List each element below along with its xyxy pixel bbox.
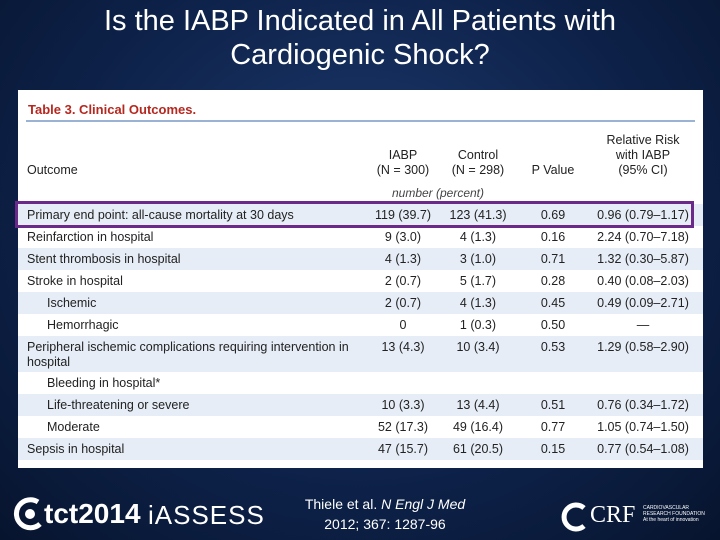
logo-sub-line: CARDIOVASCULAR <box>643 505 690 511</box>
cell: 1.29 (0.58–2.90) <box>597 340 689 354</box>
cell: 0 <box>399 318 407 332</box>
header-line: (95% CI) <box>618 163 668 177</box>
cell: 0.69 <box>540 208 566 222</box>
crf-icon <box>561 502 586 532</box>
header-line: Control <box>457 148 499 162</box>
cell: 0.40 (0.08–2.03) <box>597 274 689 288</box>
table-row: Peripheral ischemic complications requir… <box>18 336 703 372</box>
row-label: Stent thrombosis in hospital <box>27 252 181 266</box>
cell: 9 (3.0) <box>384 230 422 244</box>
cell: 0.76 (0.34–1.72) <box>597 398 689 412</box>
logo-text: CRF <box>590 502 636 528</box>
unit-note: number (percent) <box>391 186 485 200</box>
cell: 0.50 <box>540 318 566 332</box>
cell: 10 (3.4) <box>456 340 500 354</box>
table-row: Moderate 52 (17.3) 49 (16.4) 0.77 1.05 (0.74… <box>18 416 703 438</box>
cell: 0.15 <box>540 442 566 456</box>
cell: 47 (15.7) <box>377 442 429 456</box>
cell: 5 (1.7) <box>459 274 497 288</box>
header-line: with IABP <box>615 148 671 162</box>
cell: 13 (4.3) <box>381 340 425 354</box>
table-row: Reinfarction in hospital 9 (3.0) 4 (1.3) 0.… <box>18 226 703 248</box>
column-header: IABP (N = 300) <box>363 148 443 178</box>
cell: 0.16 <box>540 230 566 244</box>
highlight-box <box>15 201 694 228</box>
table-row: Life-threatening or severe 10 (3.3) 13 (4.… <box>18 394 703 416</box>
table-row: Stent thrombosis in hospital 4 (1.3) 3 (1.… <box>18 248 703 270</box>
row-label: Reinfarction in hospital <box>27 230 154 244</box>
table-row: Bleeding in hospital* <box>18 372 703 394</box>
logo-text: tct2014 <box>44 498 141 529</box>
header-line: Outcome <box>27 163 78 177</box>
cell: 0.96 (0.79–1.17) <box>597 208 689 222</box>
header-line: (N = 298) <box>451 163 505 177</box>
logo-sub-line: RESEARCH FOUNDATION <box>643 511 705 517</box>
cell: 49 (16.4) <box>452 420 504 434</box>
table-caption: Table 3. Clinical Outcomes. <box>28 102 197 117</box>
logo-text: iASSESS <box>148 500 265 530</box>
cell: 2 (0.7) <box>384 274 422 288</box>
cell: 123 (41.3) <box>449 208 507 222</box>
cell: 1 (0.3) <box>459 318 497 332</box>
cell: 0.53 <box>540 340 566 354</box>
row-label: Peripheral ischemic complications requir… <box>27 340 349 369</box>
citation: Thiele et al. N Engl J Med 2012; 367: 12… <box>240 494 530 534</box>
header-line: IABP <box>388 148 418 162</box>
cell: 1.05 (0.74–1.50) <box>597 420 689 434</box>
cell: 61 (20.5) <box>452 442 504 456</box>
column-header: Relative Risk with IABP (95% CI) <box>588 133 698 178</box>
cell: 4 (1.3) <box>459 296 497 310</box>
cell: 52 (17.3) <box>377 420 429 434</box>
cell: 2.24 (0.70–7.18) <box>597 230 689 244</box>
header-line: P Value <box>531 163 575 177</box>
cell: 0.28 <box>540 274 566 288</box>
title-line: Is the IABP Indicated in All Patients wi… <box>103 5 617 37</box>
cell: 0.49 (0.09–2.71) <box>597 296 689 310</box>
logo-sub-line: At the heart of innovation <box>643 517 699 523</box>
cell: 119 (39.7) <box>374 208 432 222</box>
row-label: Hemorrhagic <box>47 318 119 332</box>
cell: 0.51 <box>540 398 566 412</box>
column-header: P Value <box>518 163 588 178</box>
row-label: Life-threatening or severe <box>47 398 190 412</box>
cell: 2 (0.7) <box>384 296 422 310</box>
header-line: Relative Risk <box>606 133 680 147</box>
cell: 1.32 (0.30–5.87) <box>597 252 689 266</box>
citation-ref: 2012; 367: 1287-96 <box>324 516 446 532</box>
logo-sub: CARDIOVASCULAR RESEARCH FOUNDATION At th… <box>643 505 705 523</box>
row-label: Primary end point: all-cause mortality a… <box>27 208 294 222</box>
row-label: Ischemic <box>47 296 97 310</box>
title-line: Cardiogenic Shock? <box>230 39 490 71</box>
cell: 0.77 <box>540 420 566 434</box>
cell: 3 (1.0) <box>459 252 497 266</box>
cell: — <box>636 318 650 332</box>
tct-icon <box>13 497 42 531</box>
citation-authors: Thiele et al. <box>304 496 378 512</box>
cell: 13 (4.4) <box>456 398 500 412</box>
cell: 0.77 (0.54–1.08) <box>597 442 689 456</box>
table-row: Sepsis in hospital 47 (15.7) 61 (20.5) 0.15… <box>18 438 703 460</box>
column-header: Outcome <box>27 163 78 178</box>
title: Is the IABP Indicated in All Patients wi… <box>0 4 720 72</box>
cell: 0.45 <box>540 296 566 310</box>
citation-journal: N Engl J Med <box>381 496 466 512</box>
table-row: Stroke in hospital 2 (0.7) 5 (1.7) 0.28 0.40… <box>18 270 703 292</box>
row-label: Bleeding in hospital* <box>47 376 161 390</box>
table-sheet: Table 3. Clinical Outcomes. number (perc… <box>18 90 703 468</box>
table-row: Hemorrhagic 0 1 (0.3) 0.50 — <box>18 314 703 336</box>
row-label: Stroke in hospital <box>27 274 123 288</box>
cell: 4 (1.3) <box>384 252 422 266</box>
row-label: Moderate <box>47 420 100 434</box>
table-row: Ischemic 2 (0.7) 4 (1.3) 0.45 0.49 (0.09–2.7… <box>18 292 703 314</box>
caption-rule <box>26 120 695 122</box>
column-header: Control (N = 298) <box>438 148 518 178</box>
table-row: Primary end point: all-cause mortality a… <box>18 204 703 226</box>
footer: tct2014 iASSESS CRF CARDIOVASCULAR RESEA… <box>0 478 720 540</box>
row-label: Sepsis in hospital <box>27 442 125 456</box>
header-line: (N = 300) <box>376 163 430 177</box>
cell: 0.71 <box>540 252 566 266</box>
cell: 10 (3.3) <box>381 398 425 412</box>
cell: 4 (1.3) <box>459 230 497 244</box>
